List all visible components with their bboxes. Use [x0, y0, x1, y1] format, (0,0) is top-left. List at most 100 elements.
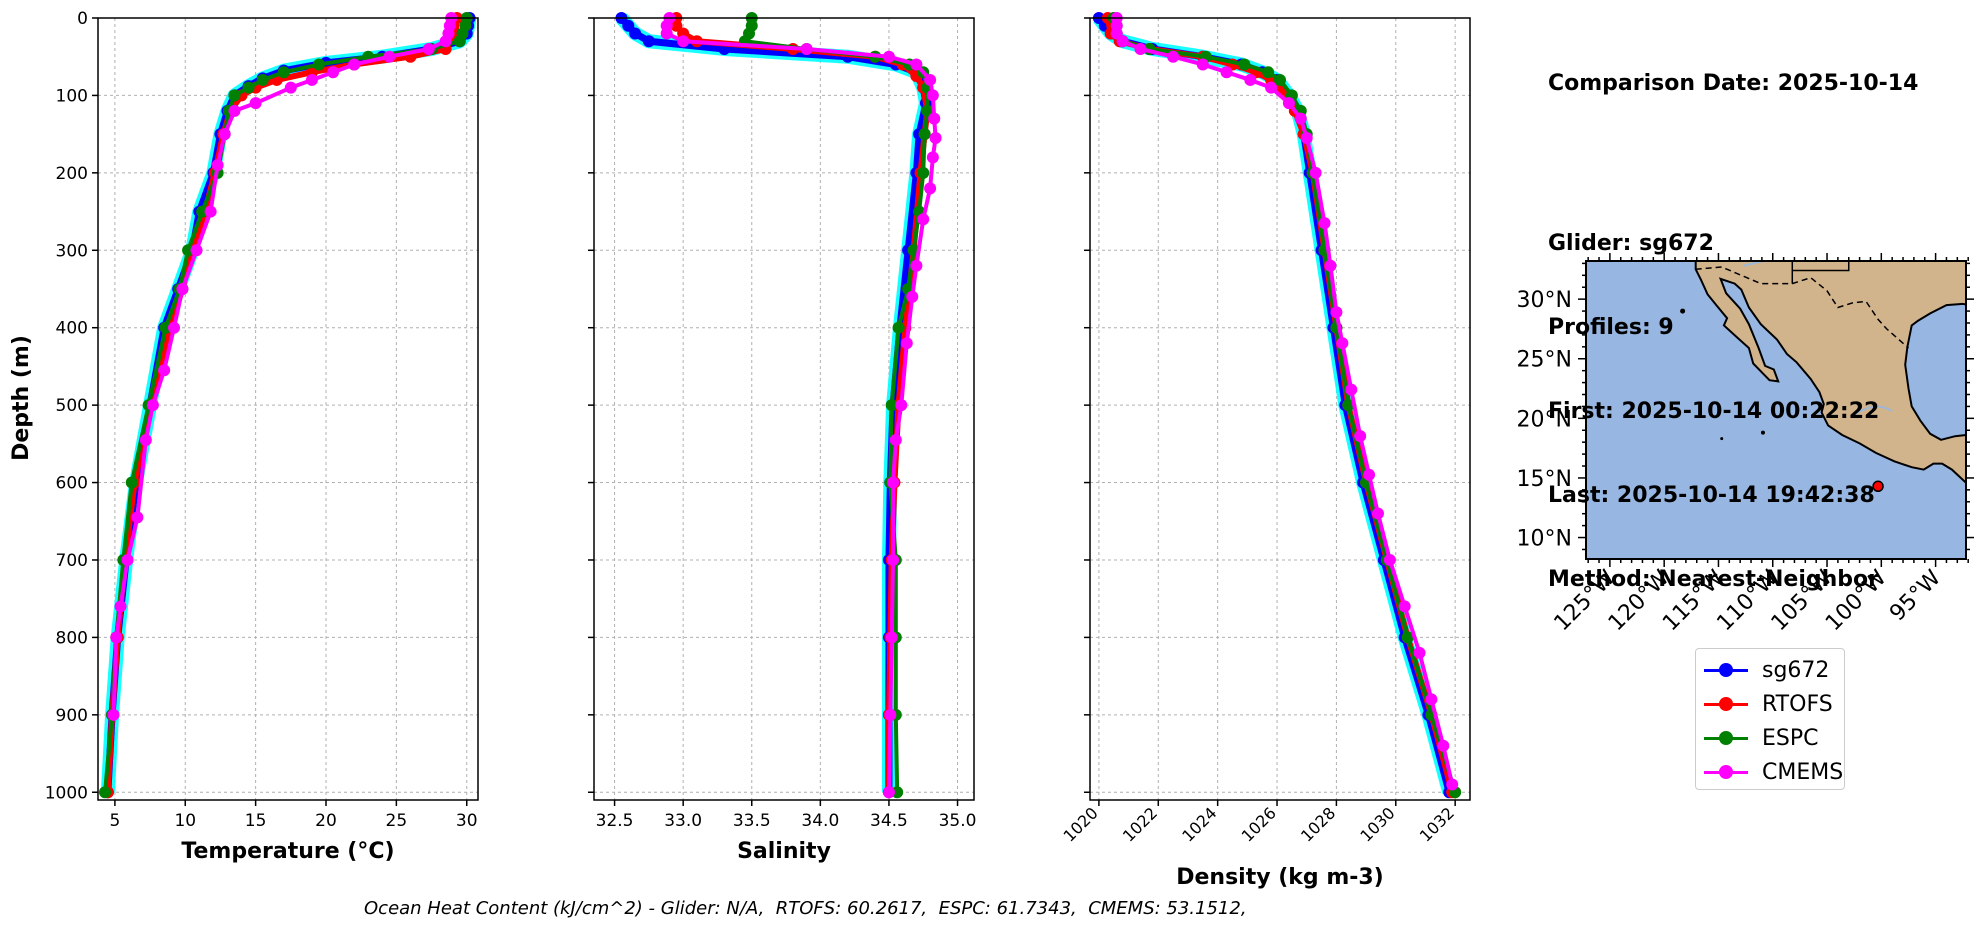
y-tick-label: 0: [77, 9, 88, 29]
x-tick-label: 10: [174, 811, 196, 831]
x-tick-label: 1032: [1416, 803, 1458, 845]
data-point-cmems: [1116, 35, 1129, 48]
data-point-cmems: [348, 58, 361, 71]
data-point-cmems: [800, 42, 813, 55]
data-point-espc: [891, 786, 904, 799]
legend-swatch: [1704, 762, 1748, 782]
data-point-cmems: [1336, 337, 1349, 350]
xlabel-temperature: Temperature (°C): [181, 839, 394, 864]
y-tick-label: 900: [56, 706, 88, 726]
data-point-cmems: [929, 132, 942, 145]
x-tick-label: 5: [109, 811, 120, 831]
profile-panel-1: 5 10 15 20 25 3001002003004005006007008009001…: [45, 9, 479, 864]
data-point-cmems: [882, 50, 895, 63]
map-lat-label: 10°N: [1517, 527, 1572, 552]
y-tick-label: 500: [56, 396, 88, 416]
data-point-cmems: [114, 600, 127, 613]
data-point-cmems: [139, 433, 152, 446]
data-point-espc: [99, 786, 112, 799]
legend-item-rtofs: RTOFS: [1704, 687, 1844, 721]
comparison-info: Comparison Date: 2025-10-14 Glider: sg67…: [1548, 14, 1918, 622]
data-point-cmems: [885, 631, 898, 644]
map-gulf-of-mexico: [1904, 302, 1966, 441]
data-point-espc: [228, 89, 241, 102]
data-point-cmems: [1196, 58, 1209, 71]
data-point-cmems: [1354, 430, 1367, 443]
series-line-cmems: [111, 17, 454, 715]
map-land: [1694, 261, 1966, 484]
data-point-cmems: [1309, 166, 1322, 179]
x-tick-label: 33.5: [733, 811, 771, 831]
data-point-cmems: [917, 213, 930, 226]
data-point-cmems: [1244, 73, 1257, 86]
data-point-cmems: [1324, 259, 1337, 272]
map-border: [1695, 266, 1909, 349]
series-line-cmems: [664, 17, 938, 793]
data-point-cmems: [110, 631, 123, 644]
profile-count: Profiles: 9: [1548, 315, 1674, 340]
data-point-cmems: [121, 553, 134, 566]
legend-label: CMEMS: [1762, 759, 1844, 785]
data-point-espc: [453, 35, 466, 48]
data-point-cmems: [910, 58, 923, 71]
first-time: First: 2025-10-14 00:22:22: [1548, 399, 1880, 424]
profile-panel-3: 1020 1022 1024 1026 1028 1030 1032 Density (kg …: [1060, 12, 1471, 890]
data-point-espc: [921, 104, 934, 117]
data-point-cmems: [218, 128, 231, 141]
x-tick-label: 1024: [1178, 803, 1220, 845]
y-tick-label: 400: [56, 319, 88, 339]
data-point-cmems: [884, 708, 897, 721]
data-point-cmems: [1265, 81, 1278, 94]
map-river: [1743, 261, 1769, 267]
data-point-cmems: [439, 35, 452, 48]
x-tick-label: 1030: [1356, 803, 1398, 845]
data-point-espc: [312, 58, 325, 71]
data-point-cmems: [1282, 97, 1295, 110]
data-point-cmems: [900, 337, 913, 350]
legend-swatch: [1704, 728, 1748, 748]
data-point-cmems: [305, 73, 318, 86]
data-point-espc: [892, 321, 905, 334]
map-frame: [1585, 260, 1967, 560]
data-point-cmems: [1318, 217, 1331, 230]
series-line-rtofs: [1104, 17, 1456, 794]
x-tick-label: 33.0: [664, 811, 702, 831]
data-point-sg672: [629, 27, 642, 40]
x-tick-label: 32.5: [596, 811, 634, 831]
data-point-cmems: [383, 50, 396, 63]
data-point-cmems: [928, 112, 941, 125]
data-point-espc: [182, 244, 195, 257]
data-point-espc: [277, 66, 290, 79]
data-point-cmems: [158, 364, 171, 377]
y-tick-label: 200: [56, 164, 88, 184]
axes-frame: [593, 17, 975, 801]
legend-swatch: [1704, 694, 1748, 714]
map-lat-label: 30°N: [1517, 288, 1572, 313]
y-tick-label: 800: [56, 628, 88, 648]
data-point-cmems: [211, 159, 224, 172]
map-state-line: [1792, 261, 1850, 272]
x-tick-label: 15: [245, 811, 267, 831]
data-point-cmems: [1300, 132, 1313, 145]
map-lat-label: 25°N: [1517, 348, 1572, 373]
data-point-cmems: [1330, 306, 1343, 319]
data-point-cmems: [895, 399, 908, 412]
x-tick-label: 35.0: [939, 811, 977, 831]
data-point-cmems: [1220, 66, 1233, 79]
data-point-cmems: [131, 511, 144, 524]
data-point-espc: [1342, 399, 1355, 412]
data-point-cmems: [1134, 42, 1147, 55]
map-lat-label: 15°N: [1517, 467, 1572, 492]
y-tick-label: 700: [56, 551, 88, 571]
comparison-date: Comparison Date: 2025-10-14: [1548, 71, 1919, 96]
data-point-cmems: [284, 81, 297, 94]
data-point-cmems: [1371, 507, 1384, 520]
data-point-espc: [1238, 58, 1251, 71]
data-point-cmems: [1294, 112, 1307, 125]
y-tick-label: 1000: [45, 783, 88, 803]
glider-location-marker: [1872, 480, 1884, 493]
map-river: [1853, 405, 1893, 416]
data-point-cmems: [910, 259, 923, 272]
data-point-cmems: [190, 244, 203, 257]
